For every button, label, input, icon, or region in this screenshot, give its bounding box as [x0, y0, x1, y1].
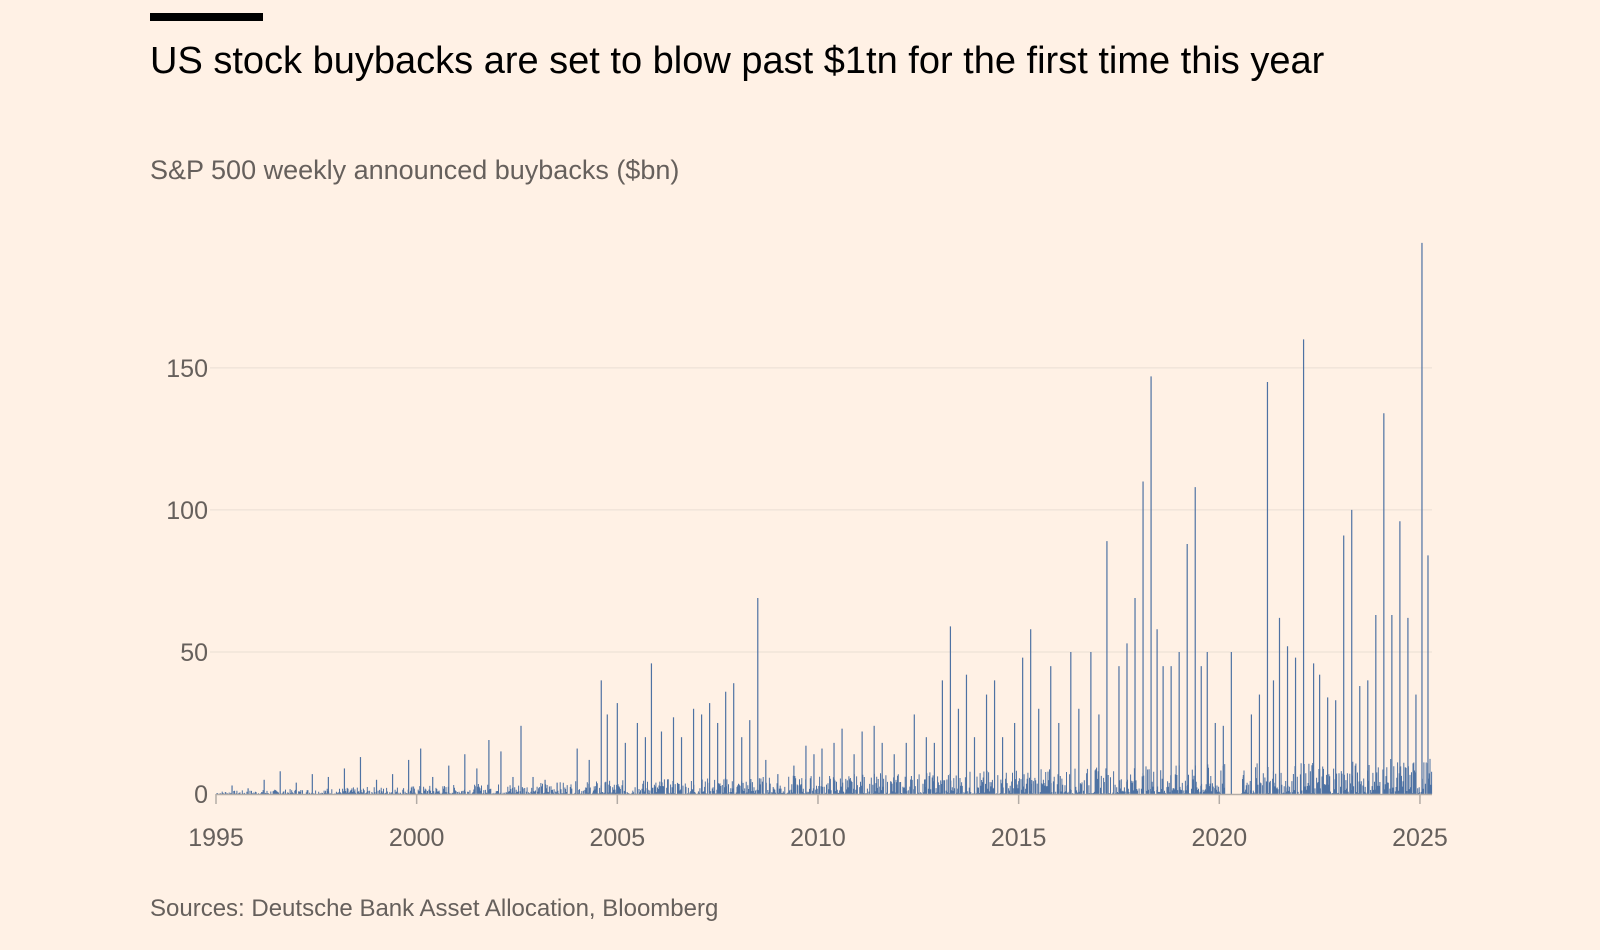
x-tick-label: 2000 — [389, 824, 445, 852]
header-rule — [150, 13, 263, 21]
x-tick-label: 2025 — [1392, 824, 1448, 852]
weekly-noise-bars — [216, 758, 1433, 794]
y-tick-label: 100 — [166, 497, 208, 525]
x-tick-label: 2010 — [790, 824, 846, 852]
source-note: Sources: Deutsche Bank Asset Allocation,… — [150, 895, 719, 922]
x-tick-label: 2005 — [590, 824, 646, 852]
weekly-noise-path — [216, 758, 1433, 794]
y-tick-label: 50 — [180, 639, 208, 667]
x-tick-label: 2020 — [1191, 824, 1247, 852]
x-tick-label: 1995 — [188, 824, 244, 852]
buybacks-chart: 0 50 100 150 1995 2000 2005 2010 2015 2020 2025 — [166, 242, 1448, 852]
x-tick-label: 2015 — [991, 824, 1047, 852]
chart-subtitle: S&P 500 weekly announced buybacks ($bn) — [150, 155, 680, 185]
chart-title: US stock buybacks are set to blow past $… — [150, 40, 1325, 82]
y-tick-label: 150 — [166, 355, 208, 383]
y-tick-label: 0 — [194, 781, 208, 809]
